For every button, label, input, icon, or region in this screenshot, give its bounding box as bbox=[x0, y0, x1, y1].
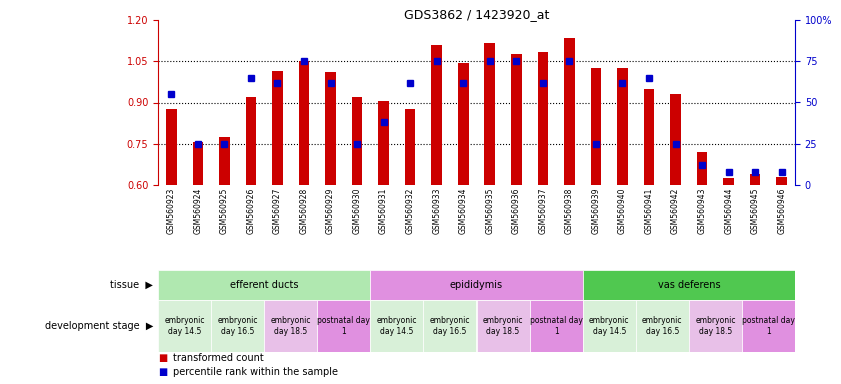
Bar bbox=[370, 270, 583, 300]
Text: efferent ducts: efferent ducts bbox=[230, 280, 299, 290]
Bar bbox=[723, 178, 734, 185]
Text: embryonic
day 18.5: embryonic day 18.5 bbox=[696, 316, 736, 336]
Bar bbox=[158, 300, 211, 352]
Bar bbox=[689, 300, 742, 352]
Bar bbox=[530, 300, 583, 352]
Text: postnatal day
1: postnatal day 1 bbox=[530, 316, 583, 336]
Bar bbox=[166, 109, 177, 185]
Bar bbox=[431, 45, 442, 185]
Bar bbox=[670, 94, 681, 185]
Text: tissue  ▶: tissue ▶ bbox=[110, 280, 153, 290]
Text: embryonic
day 16.5: embryonic day 16.5 bbox=[430, 316, 470, 336]
Text: postnatal day
1: postnatal day 1 bbox=[742, 316, 795, 336]
Bar bbox=[697, 152, 707, 185]
Bar bbox=[477, 300, 530, 352]
Bar bbox=[583, 300, 636, 352]
Text: vas deferens: vas deferens bbox=[658, 280, 720, 290]
Bar bbox=[643, 89, 654, 185]
Text: embryonic
day 18.5: embryonic day 18.5 bbox=[483, 316, 523, 336]
Bar bbox=[458, 63, 468, 185]
Bar bbox=[299, 61, 309, 185]
Text: embryonic
day 16.5: embryonic day 16.5 bbox=[642, 316, 683, 336]
Bar bbox=[378, 101, 389, 185]
Text: ■: ■ bbox=[158, 367, 167, 377]
Bar bbox=[219, 137, 230, 185]
Text: transformed count: transformed count bbox=[173, 353, 264, 363]
Bar bbox=[423, 300, 477, 352]
Bar bbox=[317, 300, 370, 352]
Text: embryonic
day 18.5: embryonic day 18.5 bbox=[271, 316, 311, 336]
Bar bbox=[484, 43, 495, 185]
Bar bbox=[370, 300, 423, 352]
Bar bbox=[511, 55, 521, 185]
Bar bbox=[264, 300, 317, 352]
Bar bbox=[405, 109, 415, 185]
Text: development stage  ▶: development stage ▶ bbox=[45, 321, 153, 331]
Text: embryonic
day 14.5: embryonic day 14.5 bbox=[589, 316, 629, 336]
Text: embryonic
day 16.5: embryonic day 16.5 bbox=[217, 316, 258, 336]
Bar bbox=[742, 300, 795, 352]
Text: epididymis: epididymis bbox=[450, 280, 503, 290]
Text: embryonic
day 14.5: embryonic day 14.5 bbox=[377, 316, 417, 336]
Bar bbox=[246, 97, 257, 185]
Text: percentile rank within the sample: percentile rank within the sample bbox=[173, 367, 338, 377]
Bar bbox=[325, 72, 336, 185]
Bar bbox=[537, 51, 548, 185]
Bar bbox=[158, 270, 370, 300]
Bar bbox=[776, 177, 787, 185]
Bar bbox=[193, 142, 204, 185]
Text: embryonic
day 14.5: embryonic day 14.5 bbox=[164, 316, 205, 336]
Text: ■: ■ bbox=[158, 353, 167, 363]
Text: GDS3862 / 1423920_at: GDS3862 / 1423920_at bbox=[404, 8, 549, 21]
Text: postnatal day
1: postnatal day 1 bbox=[317, 316, 370, 336]
Bar bbox=[617, 68, 627, 185]
Bar bbox=[590, 68, 601, 185]
Bar bbox=[211, 300, 264, 352]
Bar bbox=[272, 71, 283, 185]
Bar bbox=[636, 300, 689, 352]
Bar bbox=[750, 174, 760, 185]
Bar bbox=[352, 97, 362, 185]
Bar bbox=[583, 270, 795, 300]
Bar bbox=[564, 38, 574, 185]
